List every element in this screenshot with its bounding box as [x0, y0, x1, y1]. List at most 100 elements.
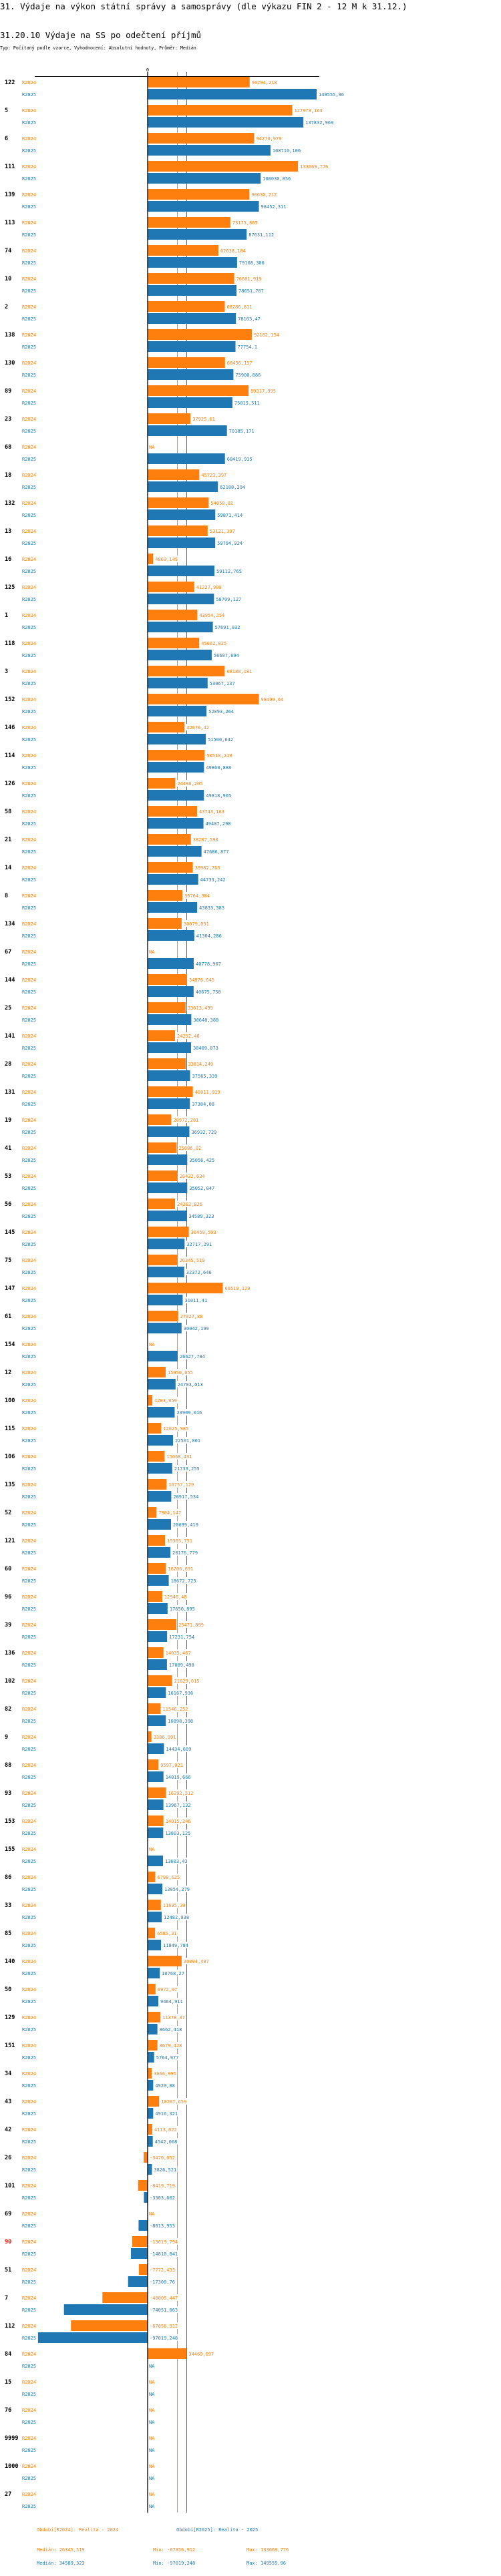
value-label: 21733,255	[174, 1466, 200, 1472]
series-label-r2024: R2024	[22, 781, 36, 787]
series-label-r2024: R2024	[22, 1090, 36, 1095]
series-label-r2024: R2024	[22, 1258, 36, 1263]
value-label-background	[149, 2238, 179, 2245]
value-label-background	[192, 415, 216, 422]
series-label-r2025: R2025	[22, 1747, 36, 1752]
series-label-r2024: R2024	[22, 1819, 36, 1824]
bar-r2024	[148, 497, 209, 508]
value-label: 15068,431	[166, 1454, 192, 1460]
value-label-background	[202, 848, 230, 855]
bar-r2024	[148, 1900, 161, 1910]
value-label: 14434,669	[166, 1747, 191, 1752]
series-label-r2025: R2025	[22, 2420, 36, 2425]
series-label-r2024: R2024	[22, 1006, 36, 1011]
series-label-r2024: R2024	[22, 276, 36, 282]
series-label-r2025: R2025	[22, 2308, 36, 2313]
value-label-background	[149, 2322, 179, 2329]
value-label: 66519,129	[225, 1286, 251, 1291]
value-label: -74051,063	[150, 2308, 178, 2313]
value-label-background	[188, 2350, 215, 2357]
value-label-background	[166, 1453, 193, 1460]
value-label-background	[164, 1830, 192, 1836]
category-label: 18	[5, 472, 11, 479]
series-label-r2025: R2025	[22, 1242, 36, 1247]
value-label-background	[167, 1789, 194, 1796]
value-label-background	[178, 1621, 205, 1628]
series-label-r2024: R2024	[22, 1454, 36, 1460]
category-label: 114	[5, 753, 15, 759]
category-label: 89	[5, 388, 11, 395]
series-label-r2024: R2024	[22, 361, 36, 366]
series-label-r2024: R2024	[22, 921, 36, 927]
bar-r2025	[148, 874, 198, 885]
value-label: 11695,39	[163, 1903, 186, 1908]
value-label-background	[149, 2334, 179, 2341]
value-label: 40675,758	[196, 990, 221, 995]
value-label: 16167,936	[168, 1691, 193, 1696]
value-label-background	[206, 752, 233, 759]
na-label: NA	[149, 1847, 155, 1852]
category-label: 138	[5, 332, 15, 339]
value-label-background	[153, 2126, 178, 2133]
bar-r2025	[148, 958, 194, 969]
bar-r2025	[148, 1126, 190, 1137]
bar-r2024	[148, 385, 249, 396]
value-label: -67856,912	[150, 2324, 178, 2329]
value-label: 34876,645	[189, 978, 214, 983]
value-label: 12025,985	[163, 1426, 188, 1432]
category-label: 13	[5, 528, 11, 535]
series-label-r2025: R2025	[22, 288, 36, 294]
series-label-r2025: R2025	[22, 120, 36, 126]
series-label-r2024: R2024	[22, 2492, 36, 2497]
value-label: 12482,938	[164, 1915, 189, 1920]
value-label-background	[188, 1213, 215, 1219]
value-label-background	[194, 988, 222, 995]
value-label: 14019,666	[166, 1775, 191, 1780]
series-label-r2024: R2024	[22, 1230, 36, 1235]
category-label: 27	[5, 2491, 11, 2498]
na-label: NA	[149, 2408, 155, 2413]
value-label: 77754,1	[238, 345, 258, 350]
value-label: 53067,137	[210, 681, 235, 686]
value-label-background	[317, 91, 345, 97]
series-label-r2025: R2025	[22, 1719, 36, 1724]
value-label: 98499,64	[261, 697, 284, 702]
series-label-r2024: R2024	[22, 417, 36, 422]
bar-r2024	[148, 1872, 156, 1882]
series-label-r2025: R2025	[22, 92, 36, 97]
value-label-background	[219, 483, 246, 490]
value-label: 30764,384	[184, 893, 210, 899]
series-label-r2024: R2024	[22, 1146, 36, 1151]
value-label: 149555,96	[319, 92, 344, 97]
value-label: 4869,149	[155, 557, 178, 562]
category-label: 76	[5, 2407, 11, 2414]
value-label: 13603,43	[165, 1859, 188, 1864]
category-label: 134	[5, 921, 15, 927]
value-label-background	[178, 1172, 206, 1179]
category-label: 112	[5, 2323, 15, 2330]
category-label: 84	[5, 2351, 11, 2358]
value-label-background	[172, 1493, 200, 1500]
category-label: 2	[5, 304, 8, 310]
series-label-r2024: R2024	[22, 248, 36, 254]
value-label: 24252,48	[177, 1034, 200, 1039]
value-label-background	[160, 2098, 188, 2105]
bar-r2025	[148, 229, 247, 240]
bar-r2024	[148, 1815, 164, 1826]
bar-r2024	[148, 77, 250, 87]
value-label-background	[199, 876, 226, 883]
value-label-background	[172, 1521, 200, 1528]
bar-r2025	[130, 2248, 148, 2259]
bar-r2024	[148, 2040, 158, 2051]
bar-r2024	[148, 1030, 176, 1041]
category-label: 56	[5, 1201, 11, 1208]
value-label: 21629,615	[174, 1679, 200, 1684]
series-label-r2025: R2025	[22, 260, 36, 266]
value-label: 10207,659	[161, 2099, 186, 2105]
series-label-r2025: R2025	[22, 1046, 36, 1051]
bar-r2024	[148, 1199, 176, 1209]
bar-r2024	[148, 638, 200, 648]
value-label-background	[231, 219, 259, 226]
value-label: -7772,433	[150, 2268, 175, 2273]
value-label-background	[167, 1565, 194, 1572]
